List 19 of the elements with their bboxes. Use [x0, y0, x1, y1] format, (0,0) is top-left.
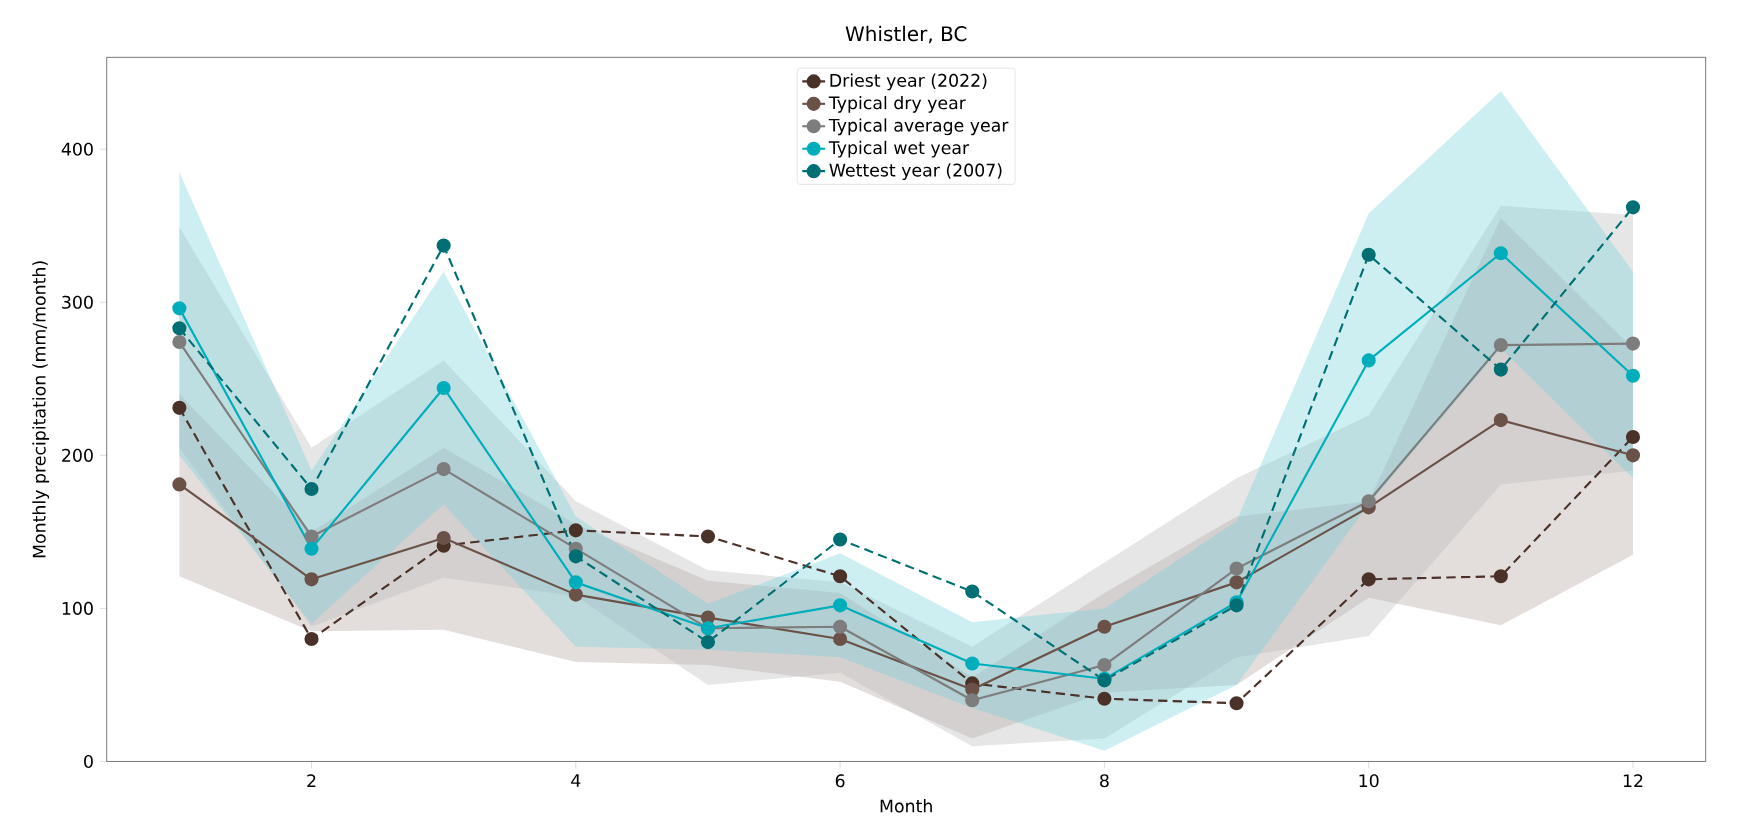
- y-tick-label: 100: [62, 601, 93, 615]
- x-tick-label: 12: [1623, 774, 1643, 787]
- x-tick-label: 8: [1100, 774, 1109, 788]
- x-tick-label: 10: [1359, 774, 1379, 788]
- x-tick-label: 4: [571, 774, 581, 787]
- legend-label: Driest year (2022): [830, 73, 987, 91]
- legend-label: Typical average year: [828, 118, 1009, 136]
- x-tick-label: 2: [307, 774, 316, 787]
- legend-label: Typical dry year: [828, 95, 966, 113]
- y-tick-label: 200: [62, 448, 93, 462]
- x-tick-label: 6: [835, 774, 845, 788]
- y-tick-label: 300: [62, 295, 93, 309]
- chart-title: Whistler, BC: [845, 25, 967, 44]
- y-tick-label: 400: [61, 142, 93, 156]
- y-tick-label: 0: [84, 754, 93, 768]
- y-axis-title: Monthly precipitation (mm/month): [32, 261, 50, 558]
- x-axis-title: Month: [880, 799, 932, 813]
- legend-label: Wettest year (2007): [829, 163, 1002, 180]
- legend-label: Typical wet year: [828, 140, 970, 158]
